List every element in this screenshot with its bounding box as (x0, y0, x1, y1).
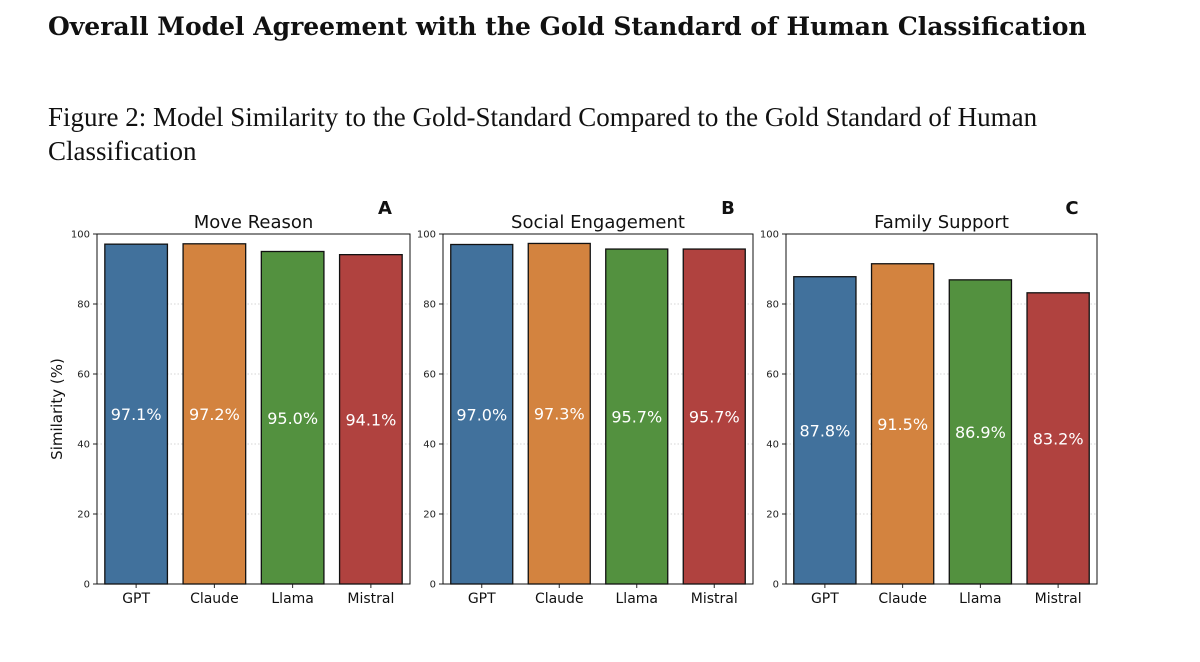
y-tick-label: 40 (766, 440, 779, 451)
bar-gpt (793, 276, 857, 585)
panel-title: Family Support (874, 212, 1009, 233)
y-tick-label: 60 (766, 370, 779, 381)
bar-claude (870, 263, 935, 585)
bar-claude (527, 242, 591, 585)
chart-panel-b: 0 20 40 60 80 100 97.0% GPT 97.3% Claude 95.7% Llam… (417, 198, 754, 607)
panel-label: C (1065, 198, 1078, 219)
y-tick-label: 60 (77, 370, 90, 381)
x-tick-label: Llama (616, 591, 659, 607)
y-tick-label: 100 (71, 230, 90, 241)
y-tick-label: 100 (760, 230, 779, 241)
y-tick-label: 0 (84, 580, 90, 591)
bar-llama (605, 248, 669, 585)
bar-value-label: 87.8% (799, 421, 850, 440)
x-tick-label: Llama (271, 591, 314, 607)
y-tick-label: 0 (773, 580, 779, 591)
y-tick-label: 20 (423, 510, 436, 521)
x-tick-label: GPT (468, 591, 496, 607)
bar-value-label: 97.2% (189, 405, 240, 424)
bar-value-label: 83.2% (1033, 429, 1084, 448)
y-tick-label: 20 (766, 510, 779, 521)
x-tick-label: Llama (959, 591, 1002, 607)
chart-panel-c: 0 20 40 60 80 100 87.8% GPT 91.5% Claude 86.9% Llam… (760, 198, 1098, 607)
bar-value-label: 95.0% (267, 409, 318, 428)
plot-frame (96, 233, 411, 585)
bar-value-label: 86.9% (955, 423, 1006, 442)
bar-value-label: 97.0% (456, 405, 507, 424)
y-axis-label: Similarity (%) (48, 358, 66, 460)
bar-llama (948, 279, 1013, 585)
plot-frame (442, 233, 754, 585)
bar-gpt (450, 243, 514, 585)
section-title: Overall Model Agreement with the Gold St… (48, 12, 1087, 41)
y-tick-label: 40 (77, 440, 90, 451)
bar-value-label: 91.5% (877, 415, 928, 434)
bar-value-label: 95.7% (689, 408, 740, 427)
x-tick-label: Mistral (347, 591, 394, 607)
bar-value-label: 95.7% (611, 408, 662, 427)
y-tick-label: 100 (417, 230, 436, 241)
bar-value-label: 97.3% (534, 405, 585, 424)
bar-gpt (104, 243, 169, 585)
panel-label: A (378, 198, 392, 219)
y-tick-label: 80 (77, 300, 90, 311)
x-tick-label: GPT (122, 591, 150, 607)
chart-panel-a: 0 20 40 60 80 100 97.1% GPT 97.2% Claude 95.0% Llam… (48, 198, 411, 607)
y-tick-label: 0 (430, 580, 436, 591)
bar-llama (260, 250, 325, 585)
x-tick-label: Claude (190, 591, 239, 607)
y-tick-label: 80 (423, 300, 436, 311)
figure-caption: Figure 2: Model Similarity to the Gold-S… (48, 102, 1038, 166)
panel-label: B (721, 198, 735, 219)
y-tick-label: 80 (766, 300, 779, 311)
plot-frame (785, 233, 1098, 585)
y-tick-label: 20 (77, 510, 90, 521)
bar-value-label: 97.1% (111, 405, 162, 424)
bar-mistral (1026, 292, 1090, 585)
x-tick-label: Mistral (691, 591, 738, 607)
panel-title: Move Reason (194, 212, 314, 233)
bar-mistral (682, 248, 746, 585)
bar-value-label: 94.1% (345, 410, 396, 429)
bar-mistral (338, 253, 403, 585)
x-tick-label: Mistral (1035, 591, 1082, 607)
y-tick-label: 40 (423, 440, 436, 451)
y-tick-label: 60 (423, 370, 436, 381)
x-tick-label: Claude (878, 591, 927, 607)
x-tick-label: GPT (811, 591, 839, 607)
panel-title: Social Engagement (511, 212, 685, 233)
x-tick-label: Claude (535, 591, 584, 607)
